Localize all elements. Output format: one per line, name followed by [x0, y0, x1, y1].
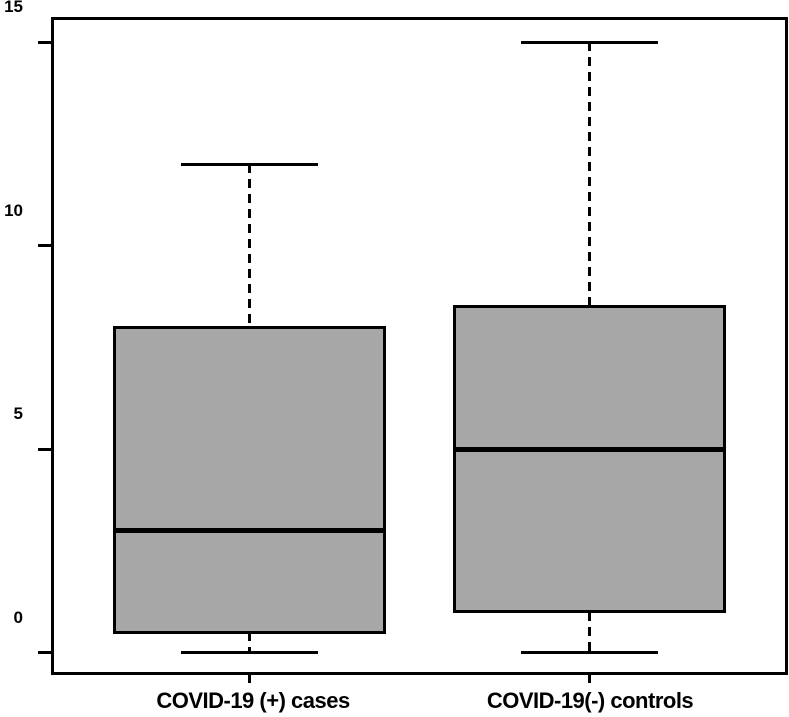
- y-axis-tick-label: 10: [4, 200, 23, 220]
- y-axis-tick-label: 0: [13, 607, 23, 627]
- upper-whisker-cap: [180, 162, 318, 166]
- x-axis-tick: [588, 674, 591, 683]
- upper-whisker: [247, 164, 251, 328]
- y-axis-tick: [38, 244, 52, 248]
- x-axis-tick: [247, 674, 251, 683]
- median-line: [456, 446, 723, 452]
- plot-border: [51, 17, 788, 675]
- lower-whisker-cap: [521, 651, 658, 654]
- upper-whisker-cap: [521, 40, 658, 44]
- y-axis-tick-label: 15: [4, 0, 23, 17]
- lower-whisker-cap: [180, 651, 318, 654]
- upper-whisker: [588, 42, 591, 307]
- y-axis-tick: [38, 651, 52, 654]
- y-axis-tick-label: 5: [13, 404, 23, 424]
- y-axis-tick: [38, 447, 52, 451]
- lower-whisker: [247, 632, 251, 653]
- x-axis-category-label: COVID-19(-) controls: [486, 688, 694, 713]
- x-axis-category-label: COVID-19 (+) cases: [156, 688, 350, 713]
- lower-whisker: [588, 611, 591, 653]
- iqr-box: [112, 325, 386, 634]
- y-axis-tick: [38, 40, 52, 44]
- iqr-box: [453, 305, 726, 614]
- median-line: [115, 527, 383, 533]
